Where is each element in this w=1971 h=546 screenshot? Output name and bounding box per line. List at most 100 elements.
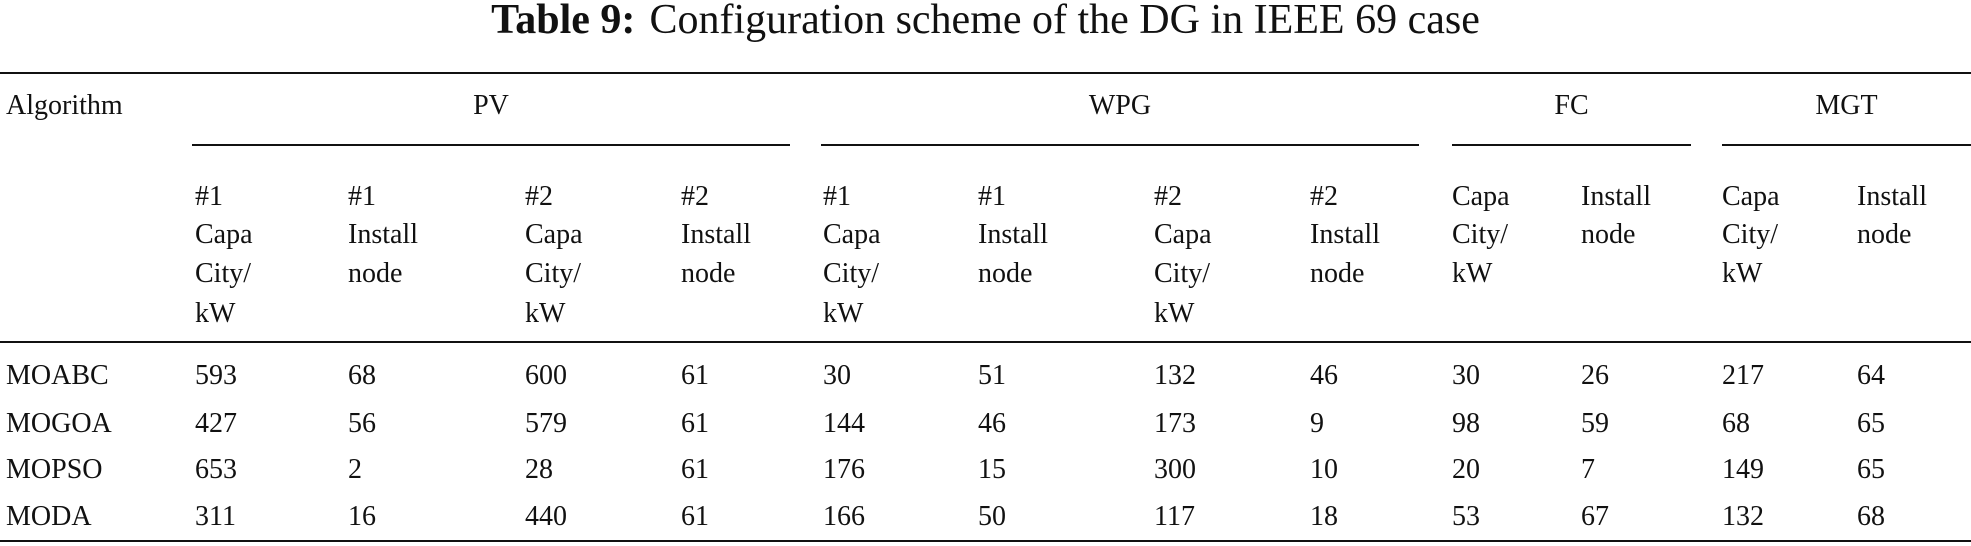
- table-cell: 579: [525, 408, 567, 439]
- table-caption: Table 9: Configuration scheme of the DG i…: [0, 0, 1971, 43]
- table-cell: 166: [823, 501, 865, 532]
- subheader-line: node: [681, 258, 736, 289]
- caption-text: Configuration scheme of the DG in IEEE 6…: [649, 0, 1480, 43]
- row-label: MOPSO: [6, 454, 103, 485]
- caption-label: Table 9:: [491, 0, 636, 43]
- subheader-line: Install: [348, 219, 418, 250]
- subheader-line: #1: [195, 181, 223, 212]
- subheader-line: City/: [823, 258, 880, 289]
- subheader-line: Install: [1857, 181, 1927, 212]
- row-label: MODA: [6, 501, 92, 532]
- table-cell: 68: [1857, 501, 1885, 532]
- subheader-line: kW: [525, 298, 566, 329]
- table-cell: 56: [348, 408, 376, 439]
- table-cell: 61: [681, 501, 709, 532]
- subheader-line: node: [1310, 258, 1365, 289]
- table-cell: 653: [195, 454, 237, 485]
- table-cell: 68: [1722, 408, 1750, 439]
- group-rule: [821, 144, 1419, 146]
- table-cell: 26: [1581, 360, 1609, 391]
- subheader-line: #1: [978, 181, 1006, 212]
- table-cell: 61: [681, 360, 709, 391]
- table-cell: 149: [1722, 454, 1764, 485]
- table-cell: 311: [195, 501, 236, 532]
- table-cell: 16: [348, 501, 376, 532]
- table-cell: 51: [978, 360, 1006, 391]
- table-cell: 67: [1581, 501, 1609, 532]
- table-cell: 50: [978, 501, 1006, 532]
- subheader-line: kW: [1722, 258, 1763, 289]
- subheader-line: Install: [1581, 181, 1651, 212]
- table-cell: 117: [1154, 501, 1195, 532]
- table-cell: 440: [525, 501, 567, 532]
- subheader-line: City/: [1154, 258, 1211, 289]
- subheader-line: #1: [348, 181, 376, 212]
- table-cell: 2: [348, 454, 362, 485]
- group-header: PV: [473, 90, 509, 121]
- table-cell: 173: [1154, 408, 1196, 439]
- subheader-line: Install: [681, 219, 751, 250]
- subheader-line: Capa: [823, 219, 881, 250]
- subheader-line: node: [348, 258, 403, 289]
- table-cell: 65: [1857, 454, 1885, 485]
- top-rule: [0, 72, 1971, 74]
- row-label: MOABC: [6, 360, 109, 391]
- subheader-line: Capa: [1722, 181, 1780, 212]
- table-cell: 30: [1452, 360, 1480, 391]
- table-cell: 9: [1310, 408, 1324, 439]
- table-cell: 132: [1154, 360, 1196, 391]
- table-cell: 600: [525, 360, 567, 391]
- table-cell: 46: [1310, 360, 1338, 391]
- table-cell: 427: [195, 408, 237, 439]
- subheader-line: Capa: [1154, 219, 1212, 250]
- subheader-line: City/: [1722, 219, 1779, 250]
- header-cell: Algorithm: [6, 90, 123, 121]
- table-cell: 10: [1310, 454, 1338, 485]
- table-cell: 132: [1722, 501, 1764, 532]
- table-cell: 61: [681, 408, 709, 439]
- table-cell: 65: [1857, 408, 1885, 439]
- table-cell: 15: [978, 454, 1006, 485]
- subheader-line: kW: [1154, 298, 1195, 329]
- table-cell: 46: [978, 408, 1006, 439]
- subheader-line: node: [978, 258, 1033, 289]
- group-header: MGT: [1815, 90, 1878, 121]
- row-label: MOGOA: [6, 408, 112, 439]
- table-cell: 98: [1452, 408, 1480, 439]
- subheader-line: #1: [823, 181, 851, 212]
- subheader-line: Capa: [1452, 181, 1510, 212]
- table-cell: 64: [1857, 360, 1885, 391]
- subheader-line: #2: [681, 181, 709, 212]
- table-cell: 176: [823, 454, 865, 485]
- table-cell: 30: [823, 360, 851, 391]
- table-cell: 7: [1581, 454, 1595, 485]
- table-cell: 593: [195, 360, 237, 391]
- table-cell: 18: [1310, 501, 1338, 532]
- table-cell: 28: [525, 454, 553, 485]
- subheader-line: node: [1581, 219, 1636, 250]
- table-cell: 300: [1154, 454, 1196, 485]
- table-cell: 20: [1452, 454, 1480, 485]
- mid-rule: [0, 341, 1971, 343]
- group-header: WPG: [1088, 90, 1152, 121]
- group-header: FC: [1554, 90, 1589, 121]
- subheader-line: City/: [1452, 219, 1509, 250]
- subheader-line: #2: [1154, 181, 1182, 212]
- table-cell: 144: [823, 408, 865, 439]
- table-cell: 61: [681, 454, 709, 485]
- table-cell: 59: [1581, 408, 1609, 439]
- subheader-line: Install: [978, 219, 1048, 250]
- subheader-line: kW: [1452, 258, 1493, 289]
- subheader-line: kW: [195, 298, 236, 329]
- subheader-line: Capa: [525, 219, 583, 250]
- subheader-line: #2: [525, 181, 553, 212]
- subheader-line: City/: [195, 258, 252, 289]
- group-rule: [192, 144, 790, 146]
- subheader-line: kW: [823, 298, 864, 329]
- group-rule: [1722, 144, 1971, 146]
- table-cell: 217: [1722, 360, 1764, 391]
- table-cell: 53: [1452, 501, 1480, 532]
- subheader-line: Install: [1310, 219, 1380, 250]
- subheader-line: #2: [1310, 181, 1338, 212]
